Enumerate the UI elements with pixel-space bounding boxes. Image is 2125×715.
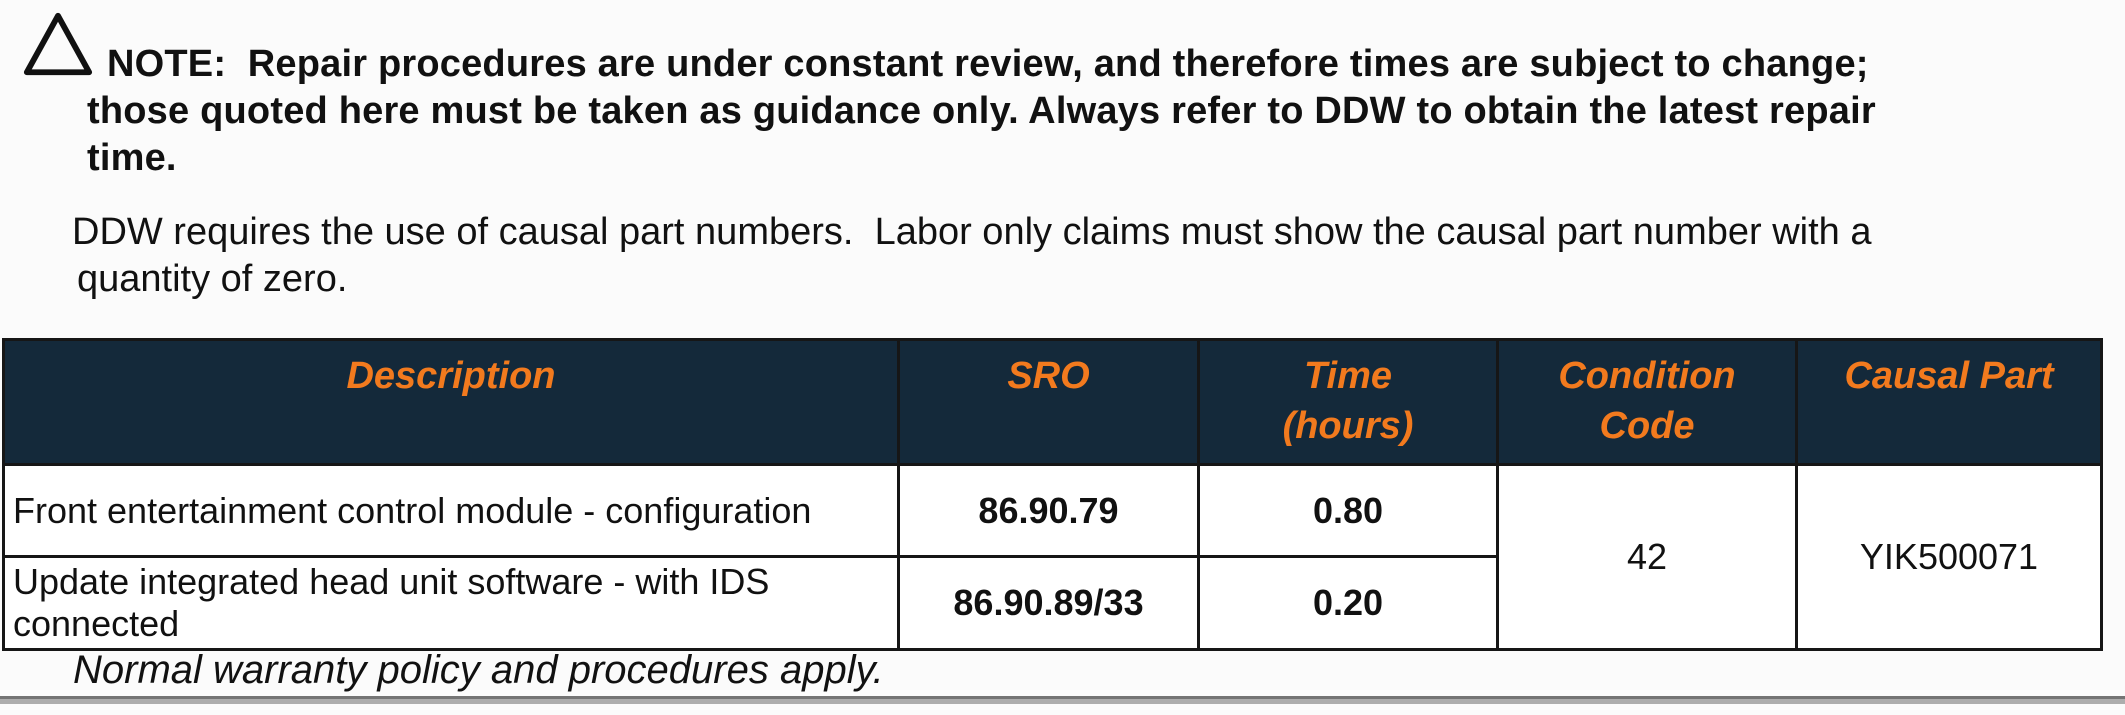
cell-sro-2: 86.90.89/33: [897, 555, 1200, 651]
warranty-note: Normal warranty policy and procedures ap…: [73, 648, 884, 692]
bottom-divider-dark-line: [0, 696, 2125, 699]
header-sro-label: SRO: [1007, 355, 1090, 397]
note-text-line-3: time.: [87, 137, 177, 179]
bottom-divider: [0, 696, 2125, 704]
header-causal-part-label: Causal Part: [1844, 355, 2054, 397]
bottom-divider-light-line: [0, 699, 2125, 704]
header-description: Description: [2, 338, 900, 466]
warning-triangle-icon: [23, 12, 93, 76]
intro-paragraph-line-2: quantity of zero.: [77, 258, 348, 300]
header-time-units-label: (hours): [1282, 405, 1414, 447]
cell-description-1-line1: Front entertainment control module - con…: [13, 489, 812, 531]
cell-sro-1: 86.90.79: [897, 463, 1200, 558]
header-time-hours: Time (hours): [1197, 338, 1499, 466]
note-text-line-2: those quoted here must be taken as guida…: [87, 90, 1876, 132]
cell-time-2: 0.20: [1197, 555, 1499, 651]
cell-condition-code: 42: [1496, 463, 1798, 651]
repair-times-table: Description SRO Time (hours) Condition C…: [2, 338, 2103, 651]
cell-time-1: 0.80: [1197, 463, 1499, 558]
table-header-row: Description SRO Time (hours) Condition C…: [2, 338, 2103, 466]
note-text-line-1: NOTE: Repair procedures are under consta…: [107, 43, 1869, 85]
cell-description-2-line2: connected: [13, 603, 180, 644]
table-row-2: Update integrated head unit software - w…: [2, 555, 2102, 651]
header-time-label: Time: [1303, 355, 1392, 397]
cell-description-2-line1: Update integrated head unit software - w…: [13, 561, 770, 602]
cell-description-2: Update integrated head unit software - w…: [2, 555, 900, 651]
table-row-1: Front entertainment control module - con…: [2, 463, 2103, 651]
intro-paragraph-line-1: DDW requires the use of causal part numb…: [72, 211, 1872, 253]
header-causal-part: Causal Part: [1795, 338, 2103, 466]
header-condition-code: Condition Code: [1496, 338, 1798, 466]
header-sro: SRO: [897, 338, 1200, 466]
cell-description-1: Front entertainment control module - con…: [2, 463, 900, 558]
header-condition-label-line2: Code: [1599, 405, 1695, 447]
header-description-label: Description: [346, 355, 556, 397]
header-condition-label: Condition: [1558, 355, 1736, 397]
cell-causal-part: YIK500071: [1795, 463, 2103, 651]
